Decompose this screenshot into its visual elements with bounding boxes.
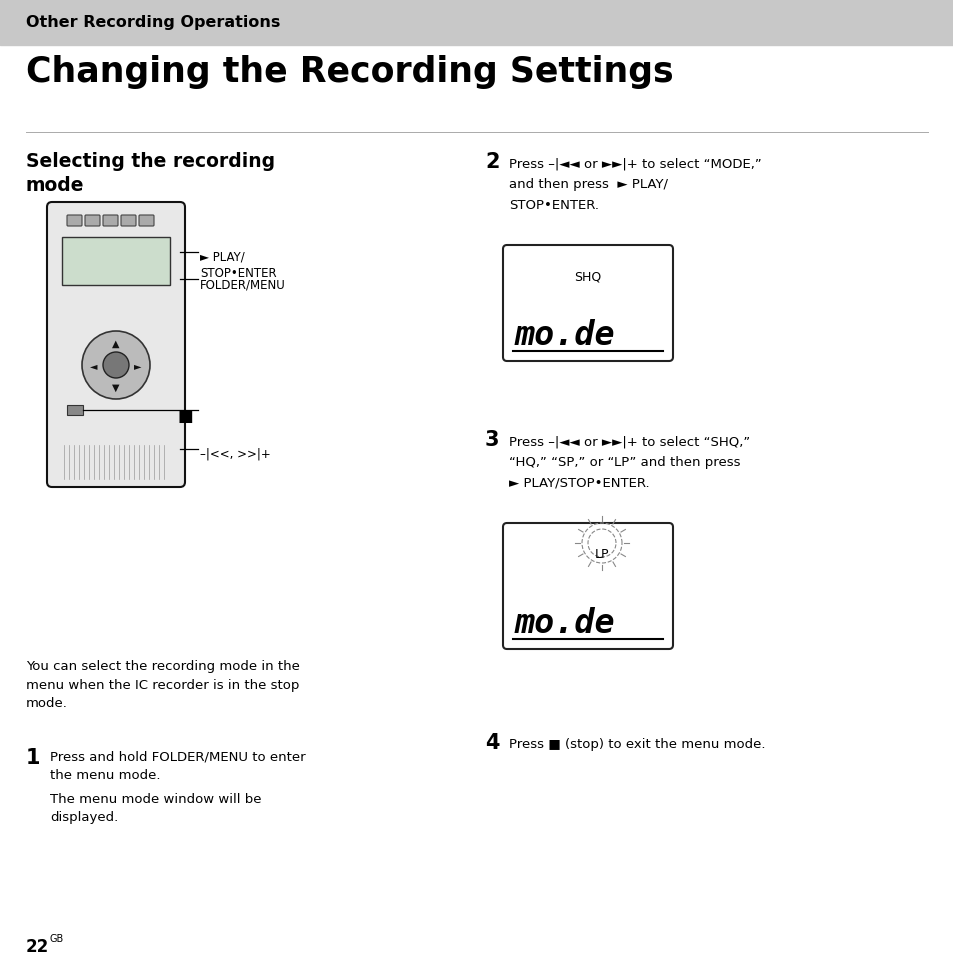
Circle shape	[103, 353, 129, 378]
FancyBboxPatch shape	[502, 523, 672, 649]
Text: ◄: ◄	[91, 360, 97, 371]
Bar	[0, 0, 953, 46]
Text: ►: ►	[134, 360, 142, 371]
Text: Changing the Recording Settings: Changing the Recording Settings	[26, 55, 673, 89]
FancyBboxPatch shape	[47, 203, 185, 488]
Text: and then press  ► PLAY/: and then press ► PLAY/	[509, 178, 667, 191]
Text: You can select the recording mode in the
menu when the IC recorder is in the sto: You can select the recording mode in the…	[26, 659, 299, 709]
FancyBboxPatch shape	[502, 246, 672, 361]
Text: ▼: ▼	[112, 382, 120, 393]
Text: Press ■ (stop) to exit the menu mode.: Press ■ (stop) to exit the menu mode.	[509, 738, 764, 750]
Text: 22: 22	[26, 937, 50, 953]
Text: ▲: ▲	[112, 338, 120, 349]
Text: GB: GB	[50, 933, 64, 943]
FancyBboxPatch shape	[103, 215, 118, 227]
FancyBboxPatch shape	[121, 215, 136, 227]
Text: ■: ■	[178, 407, 193, 424]
Text: 3: 3	[484, 430, 499, 450]
Text: FOLDER/MENU: FOLDER/MENU	[200, 277, 286, 291]
Text: “HQ,” “SP,” or “LP” and then press: “HQ,” “SP,” or “LP” and then press	[509, 456, 740, 469]
Text: mo.de: mo.de	[515, 318, 615, 352]
Text: SHQ: SHQ	[574, 270, 601, 283]
Text: Other Recording Operations: Other Recording Operations	[26, 15, 280, 30]
Text: STOP•ENTER.: STOP•ENTER.	[509, 199, 598, 212]
Text: Press –|◄◄ or ►►|+ to select “SHQ,”: Press –|◄◄ or ►►|+ to select “SHQ,”	[509, 435, 749, 448]
Circle shape	[82, 332, 150, 399]
Text: –|<<, >>|+: –|<<, >>|+	[200, 448, 271, 460]
Text: 1: 1	[26, 747, 40, 767]
Text: 4: 4	[484, 732, 499, 752]
FancyBboxPatch shape	[67, 215, 82, 227]
Text: mo.de: mo.de	[515, 606, 615, 639]
Text: Press –|◄◄ or ►►|+ to select “MODE,”: Press –|◄◄ or ►►|+ to select “MODE,”	[509, 157, 760, 170]
FancyBboxPatch shape	[85, 215, 100, 227]
Bar	[62, 237, 170, 286]
Bar	[67, 406, 83, 416]
Text: Press and hold FOLDER/MENU to enter
the menu mode.: Press and hold FOLDER/MENU to enter the …	[50, 750, 305, 781]
Text: Selecting the recording
mode: Selecting the recording mode	[26, 152, 274, 195]
Text: The menu mode window will be
displayed.: The menu mode window will be displayed.	[50, 792, 261, 823]
FancyBboxPatch shape	[139, 215, 153, 227]
Text: LP: LP	[594, 547, 609, 560]
Text: ► PLAY/STOP•ENTER.: ► PLAY/STOP•ENTER.	[509, 476, 649, 490]
Text: 2: 2	[484, 152, 499, 172]
Text: ► PLAY/
STOP•ENTER: ► PLAY/ STOP•ENTER	[200, 251, 276, 280]
